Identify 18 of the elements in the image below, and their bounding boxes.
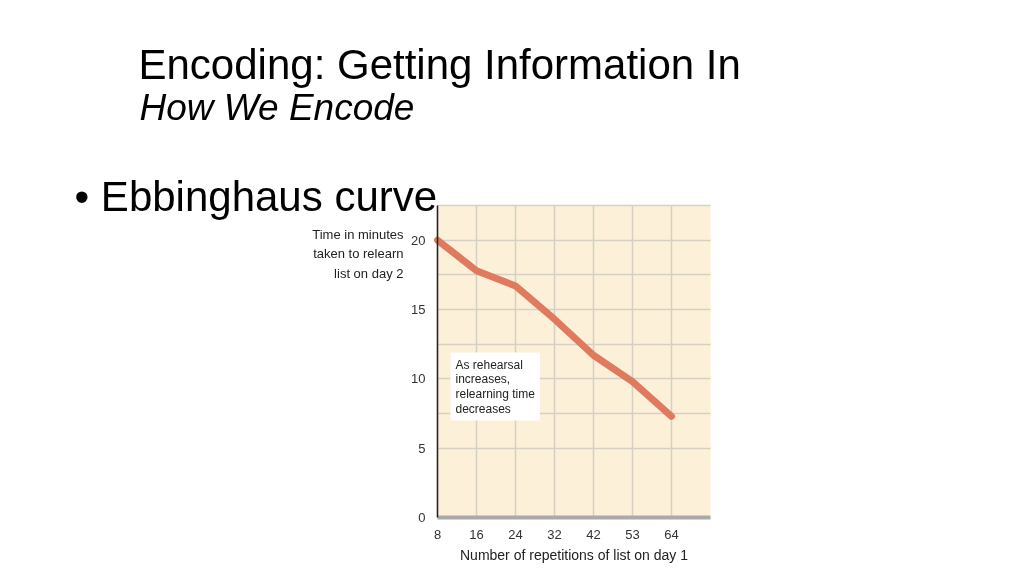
x-axis-title: Number of repetitions of list on day 1 xyxy=(460,546,689,563)
y-tick-label: 5 xyxy=(418,440,426,456)
y-axis-title: Time in minutes taken to relearn list on day 2 xyxy=(312,226,404,281)
y-tick-label: 10 xyxy=(411,371,426,387)
x-tick-label: 8 xyxy=(433,526,442,542)
x-tick-label: 16 xyxy=(469,526,484,542)
y-tick-label: 20 xyxy=(411,232,426,248)
x-tick-label: 32 xyxy=(547,526,562,542)
x-tick-label: 53 xyxy=(625,526,640,542)
chart-subtitle: How We Encode xyxy=(139,87,415,128)
y-tick-label: 0 xyxy=(418,510,426,525)
chart-title: Encoding: Getting Information In xyxy=(138,41,741,88)
y-tick-label: 15 xyxy=(411,302,426,317)
x-tick-label: 24 xyxy=(508,526,523,542)
x-tick-label: 42 xyxy=(586,526,601,542)
annotation: As rehearsal increases, relearning time decreases xyxy=(455,357,536,416)
x-tick-label: 64 xyxy=(664,526,679,542)
text: • Ebbinghaus curve xyxy=(74,173,438,220)
